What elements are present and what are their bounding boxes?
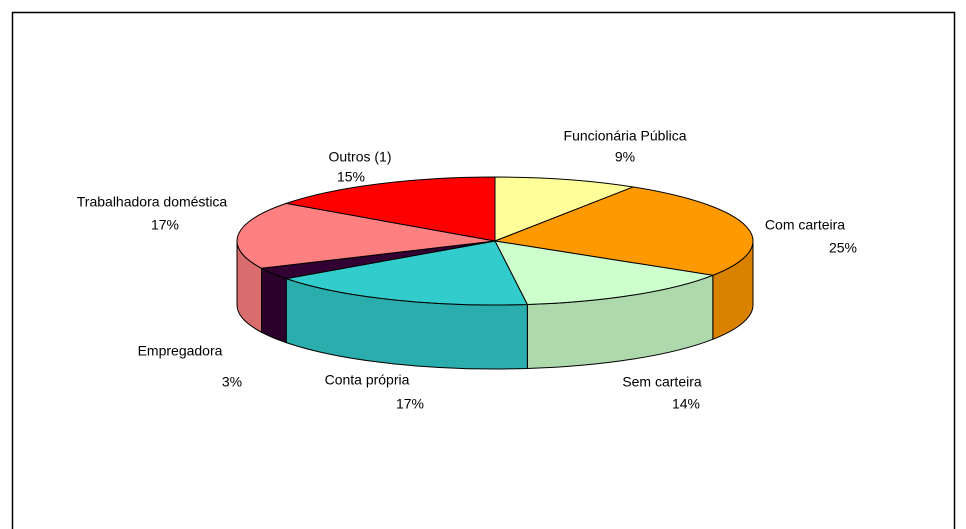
slice <box>284 176 496 242</box>
slice-value-label: 15% <box>337 169 365 185</box>
slice <box>494 176 636 242</box>
slice-label: Funcionária Pública <box>564 128 687 144</box>
slice-value-label: 3% <box>222 374 242 390</box>
slice <box>493 186 754 276</box>
slice-value-label: 17% <box>396 396 424 412</box>
slice <box>284 240 529 306</box>
slice-value-label: 25% <box>829 240 857 256</box>
slice <box>494 240 715 306</box>
slice-label: Empregadora <box>138 343 223 359</box>
slice-label: Trabalhadora doméstica <box>77 194 228 210</box>
slice-label: Outros (1) <box>328 149 391 165</box>
slice <box>236 202 496 269</box>
slice-value-label: 9% <box>615 149 635 165</box>
slice-side <box>261 267 287 344</box>
slice-label: Conta própria <box>325 372 410 388</box>
slice-value-label: 14% <box>672 396 700 412</box>
slice-label: Com carteira <box>765 217 845 233</box>
slice-label: Sem carteira <box>622 374 702 390</box>
slice-value-label: 17% <box>151 217 179 233</box>
